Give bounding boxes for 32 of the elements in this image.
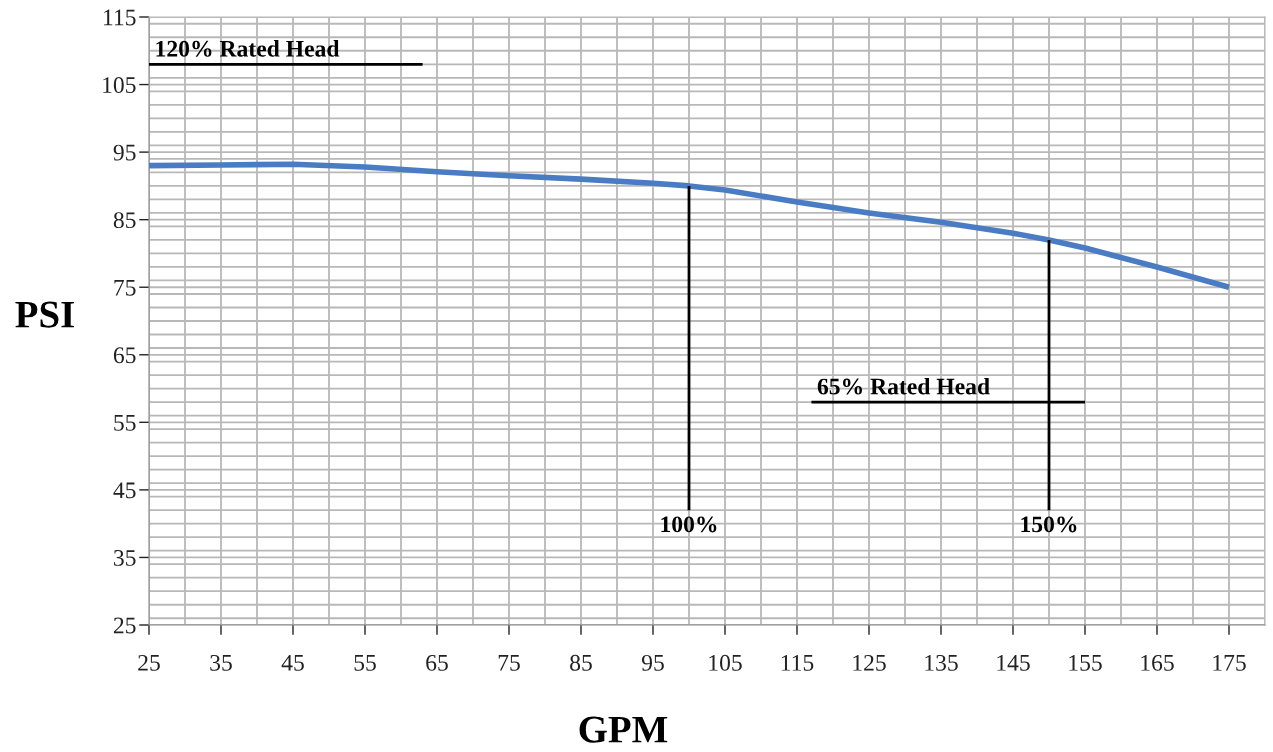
x-tick-label: 45 — [281, 655, 304, 671]
x-tick-label: 25 — [138, 654, 160, 671]
y-tick-label: 115 — [104, 9, 136, 26]
x-tick-label: 125 — [853, 654, 886, 671]
y-tick-label: 65 — [113, 347, 136, 364]
y-tick-label: 25 — [113, 617, 136, 634]
x-axis-title: GPM — [579, 716, 668, 743]
annotation: 100% — [661, 516, 717, 533]
x-tick-label: 165 — [1141, 654, 1174, 671]
y-tick-label: 85 — [113, 212, 136, 229]
x-tick-label: 155 — [1069, 654, 1102, 671]
x-tick-label: 55 — [354, 655, 376, 671]
x-tick-label: 105 — [709, 654, 742, 671]
x-tick-label: 65 — [426, 654, 448, 671]
x-tick-label: 145 — [997, 654, 1030, 671]
y-tick-label: 95 — [113, 144, 136, 161]
annotation: 150% — [1021, 516, 1077, 533]
y-axis-title: PSI — [15, 301, 74, 328]
x-tick-label: 35 — [210, 654, 232, 671]
x-tick-label: 85 — [570, 654, 592, 671]
x-tick-label: 175 — [1213, 654, 1246, 671]
x-tick-label: 95 — [641, 654, 664, 671]
y-tick-label: 75 — [114, 279, 136, 296]
x-tick-label: 115 — [781, 654, 814, 671]
y-tick-label: 55 — [114, 415, 136, 431]
annotation: 120% Rated Head — [156, 40, 340, 57]
y-tick-label: 45 — [113, 482, 136, 499]
x-tick-label: 75 — [498, 655, 520, 671]
y-tick-label: 35 — [114, 550, 136, 566]
y-tick-label: 105 — [103, 77, 136, 93]
x-tick-label: 135 — [925, 654, 958, 671]
annotation: 65% Rated Head — [817, 377, 990, 395]
